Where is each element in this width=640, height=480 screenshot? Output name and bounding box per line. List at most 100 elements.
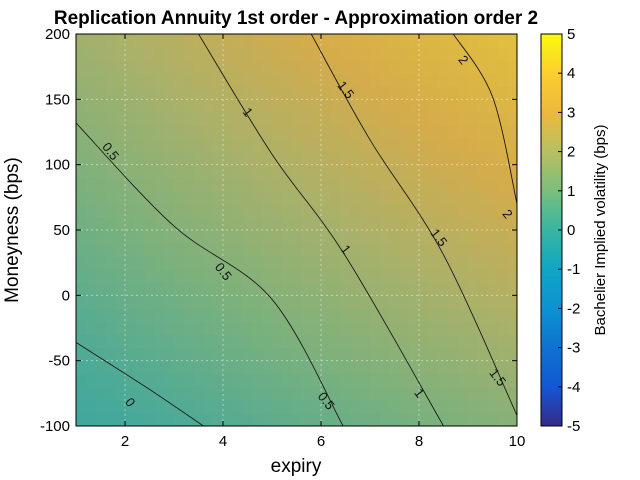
- heatmap-cell: [183, 125, 195, 140]
- heatmap-cell: [262, 112, 273, 127]
- heatmap-cell: [458, 243, 469, 257]
- heatmap-cell: [389, 230, 400, 244]
- heatmap-cell: [487, 216, 498, 231]
- heatmap-cell: [379, 164, 391, 179]
- heatmap-cell: [487, 230, 498, 244]
- heatmap-cell: [174, 399, 185, 414]
- heatmap-cell: [281, 190, 293, 205]
- heatmap-cell: [174, 203, 185, 218]
- heatmap-cell: [311, 47, 322, 61]
- heatmap-cell: [281, 360, 293, 375]
- heatmap-cell: [281, 386, 293, 401]
- heatmap-cell: [76, 125, 87, 140]
- heatmap-cell: [272, 412, 283, 426]
- heatmap-cell: [419, 347, 430, 362]
- heatmap-cell: [281, 295, 293, 309]
- heatmap-cell: [95, 412, 106, 426]
- heatmap-cell: [281, 60, 293, 74]
- heatmap-cell: [252, 151, 263, 166]
- heatmap-cell: [321, 47, 332, 61]
- heatmap-cell: [252, 164, 263, 179]
- heatmap-cell: [76, 256, 87, 270]
- heatmap-cell: [164, 112, 175, 127]
- heatmap-cell: [76, 230, 87, 244]
- heatmap-cell: [409, 282, 420, 296]
- heatmap-cell: [399, 282, 410, 296]
- heatmap-cell: [262, 334, 273, 349]
- heatmap-cell: [399, 125, 410, 140]
- heatmap-cell: [468, 243, 479, 257]
- heatmap-cell: [105, 412, 116, 426]
- heatmap-cell: [468, 151, 479, 166]
- heatmap-cell: [134, 34, 146, 48]
- heatmap-cell: [340, 177, 351, 192]
- heatmap-cell: [379, 86, 391, 100]
- heatmap-cell: [419, 308, 430, 323]
- heatmap-cell: [154, 112, 165, 127]
- heatmap-cell: [458, 373, 469, 388]
- heatmap-cell: [203, 73, 214, 87]
- heatmap-cell: [458, 216, 469, 231]
- heatmap-cell: [370, 269, 381, 283]
- heatmap-cell: [379, 256, 391, 270]
- heatmap-cell: [203, 308, 214, 323]
- heatmap-cell: [232, 334, 244, 349]
- heatmap-cell: [252, 334, 263, 349]
- heatmap-cell: [95, 86, 106, 100]
- heatmap-cell: [272, 47, 283, 61]
- heatmap-cell: [477, 308, 489, 323]
- heatmap-cell: [340, 347, 351, 362]
- heatmap-cell: [193, 308, 204, 323]
- heatmap-cell: [213, 282, 224, 296]
- heatmap-cell: [193, 47, 204, 61]
- heatmap-cell: [311, 308, 322, 323]
- heatmap-cell: [321, 177, 332, 192]
- heatmap-cell: [370, 347, 381, 362]
- heatmap-cell: [311, 269, 322, 283]
- heatmap-cell: [399, 269, 410, 283]
- heatmap-cell: [272, 373, 283, 388]
- heatmap-cell: [242, 373, 253, 388]
- heatmap-cell: [507, 295, 517, 309]
- heatmap-cell: [252, 243, 263, 257]
- heatmap-cell: [242, 203, 253, 218]
- heatmap-cell: [340, 203, 351, 218]
- heatmap-cell: [409, 34, 420, 48]
- heatmap-cell: [272, 177, 283, 192]
- heatmap-cell: [223, 308, 234, 323]
- heatmap-cell: [193, 138, 204, 153]
- heatmap-cell: [134, 86, 146, 100]
- heatmap-cell: [95, 269, 106, 283]
- heatmap-cell: [438, 412, 449, 426]
- heatmap-cell: [360, 138, 371, 153]
- heatmap-cell: [468, 86, 479, 100]
- heatmap-cell: [85, 73, 97, 87]
- heatmap-cell: [360, 216, 371, 231]
- heatmap-cell: [223, 282, 234, 296]
- heatmap-cell: [301, 334, 312, 349]
- heatmap-cell: [301, 216, 312, 231]
- heatmap-cell: [95, 203, 106, 218]
- heatmap-cell: [497, 282, 508, 296]
- heatmap-cell: [458, 282, 469, 296]
- heatmap-cell: [223, 216, 234, 231]
- heatmap-cell: [154, 151, 165, 166]
- heatmap-cell: [203, 386, 214, 401]
- heatmap-cell: [252, 86, 263, 100]
- heatmap-cell: [477, 73, 489, 87]
- heatmap-cell: [203, 256, 214, 270]
- heatmap-cell: [154, 386, 165, 401]
- colorbar-tick-label: 4: [567, 65, 575, 82]
- heatmap-cell: [507, 151, 517, 166]
- heatmap-cell: [193, 86, 204, 100]
- heatmap-cell: [507, 269, 517, 283]
- heatmap-cell: [419, 216, 430, 231]
- heatmap-cell: [262, 216, 273, 231]
- heatmap-cell: [458, 295, 469, 309]
- heatmap-cell: [125, 399, 136, 414]
- heatmap-cell: [497, 138, 508, 153]
- heatmap-cell: [487, 399, 498, 414]
- heatmap-cell: [193, 347, 204, 362]
- heatmap-cell: [232, 177, 244, 192]
- heatmap-cell: [164, 73, 175, 87]
